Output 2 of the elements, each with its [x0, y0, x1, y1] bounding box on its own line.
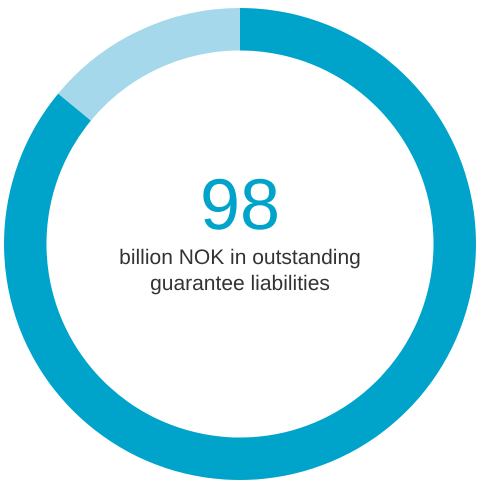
text: billion NOK in outstanding guarantee liabilities — [118, 245, 362, 297]
text: 98 — [198, 165, 282, 245]
